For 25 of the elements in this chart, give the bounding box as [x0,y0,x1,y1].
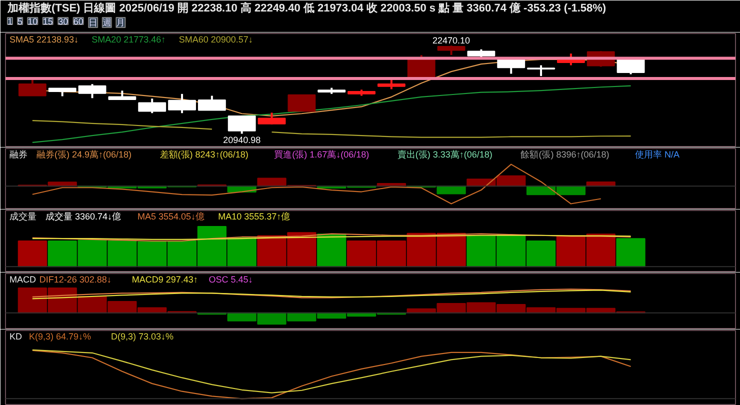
series-label: MA5 3554.05↓億 [137,212,205,222]
chart-title: 成交量 [10,212,36,222]
text: 成交量 3360.74↓億 [46,212,122,222]
chart-title: KD [10,332,23,342]
series-label: MA10 3555.37↑億 [218,212,290,222]
chart-title: 加權指數(TSE) 日線圖 2025/06/19 開 22238.10 高 22249.40 低 21973.04 收 22003.50 s 點 量 3360.74 億 -353.23 (-1.58%) [6,2,606,14]
series-label: DIF12-26 302.88↓ [39,274,112,284]
text: OSC 5.45↓ [208,274,253,284]
text: 使用率 N/A [635,150,680,160]
chart-title: 融券 [10,150,28,160]
annotation: 22470.10 [432,36,470,46]
text: SMA5 22138.93↓ [10,34,79,44]
text: 賣出(張) 3.33萬↑(06/18) [397,150,492,160]
annotation: 20940.98 [223,134,261,145]
series-label: K(9,3) 64.79↓% [28,332,91,342]
text: 融券(張) 24.9萬↑(06/18) [36,150,132,160]
series-label: MACD9 297.43↑ [132,274,198,284]
chart-title: MACD [10,274,36,284]
text: SMA20 21773.46↑ [92,34,166,44]
text: 買進(張) 1.67萬↓(06/18) [274,150,370,160]
text: SMA60 20900.57↓ [178,34,253,44]
text: 1 5 10 15 30 60 日 週 月 [7,16,126,28]
series-label: D(9,3) 73.03↓% [111,332,174,342]
text: 差額(張) 8243↑(06/18) [160,150,248,160]
text: 餘額(張) 8396↑(06/18) [520,150,610,160]
